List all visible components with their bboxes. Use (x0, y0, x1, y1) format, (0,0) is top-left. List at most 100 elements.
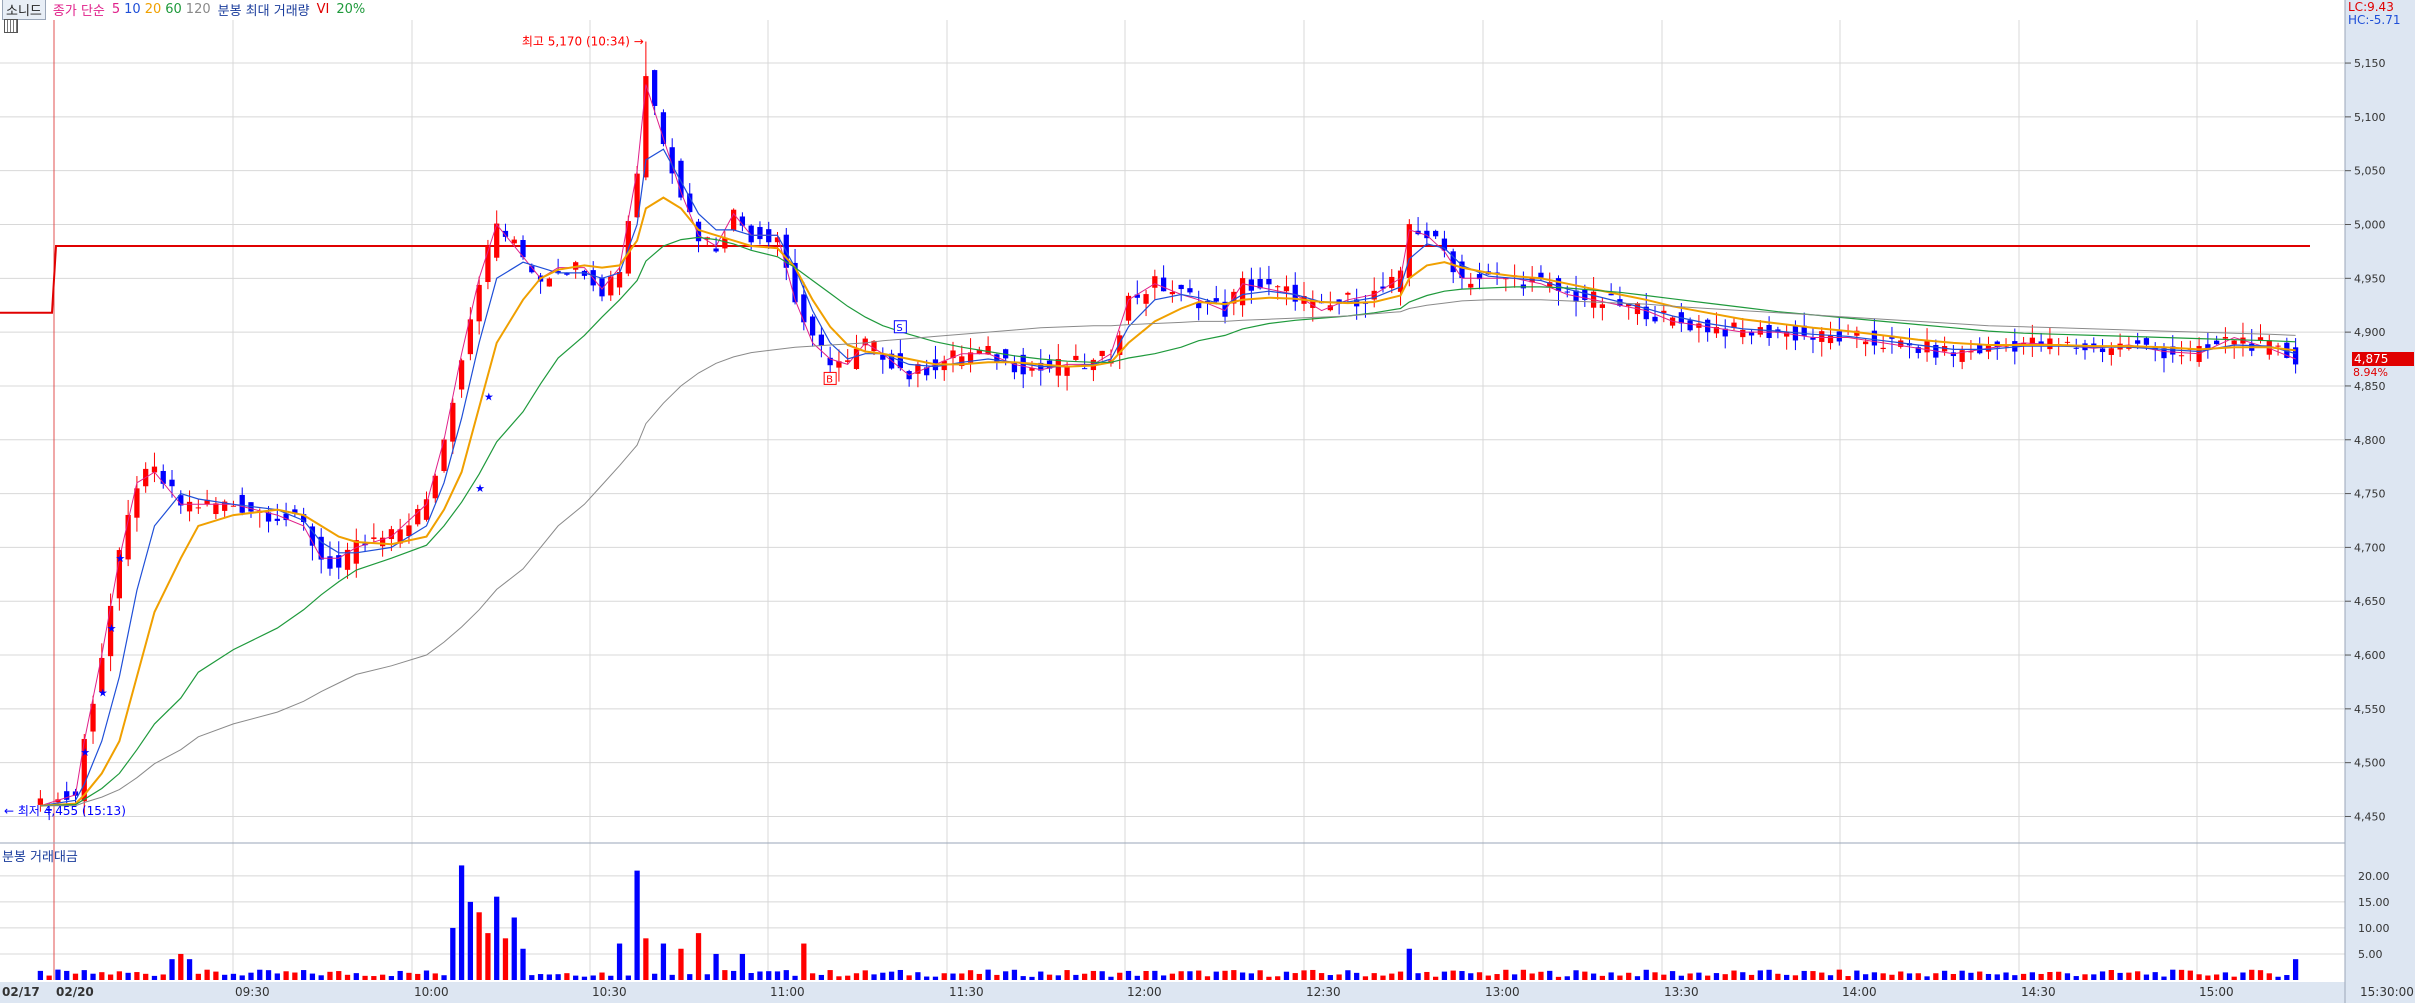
volume-bar (160, 974, 166, 980)
reference-lines (0, 245, 2310, 314)
volume-bar (1055, 975, 1061, 980)
settings-icon[interactable] (4, 19, 18, 33)
volume-bar (1547, 970, 1553, 980)
volume-bar (634, 870, 640, 980)
volume-bar (871, 974, 877, 980)
candle-body (1380, 286, 1386, 289)
volume-bar (546, 974, 552, 980)
volume-bar (1634, 976, 1641, 980)
time-tick-label: 12:30 (1306, 985, 1341, 999)
candle-body (195, 507, 201, 509)
volume-bar (1020, 976, 1026, 980)
volume-bar (1450, 970, 1456, 980)
candle-body (2205, 344, 2211, 349)
buy-marker-box (823, 371, 837, 385)
volume-bar (1073, 974, 1079, 980)
candle-body (880, 354, 886, 360)
volume-bar (265, 970, 272, 980)
buy-marker: B (826, 374, 833, 385)
candle-body (757, 226, 763, 240)
volume-bar (1187, 971, 1193, 980)
volume-bar (1283, 971, 1290, 980)
candle-body (213, 503, 219, 515)
signal-star: ★ (475, 482, 485, 495)
candle-body (1959, 350, 1965, 362)
price-tick-label: 4,900 (2354, 326, 2386, 339)
volume-bar (1968, 972, 1974, 980)
volume-bar (1748, 974, 1755, 980)
price-tick-label: 4,600 (2354, 649, 2386, 662)
candle-body (1643, 306, 1649, 320)
volume-bar (1178, 971, 1184, 980)
volume-bar (1538, 971, 1544, 980)
candle-body (134, 488, 140, 518)
volume-bar (1819, 972, 1825, 980)
volume-bar (1143, 970, 1149, 980)
volume-bar (169, 959, 175, 980)
volume-bar (1836, 969, 1842, 980)
candle-body (2064, 341, 2071, 343)
volume-bar (2047, 972, 2053, 980)
volume-bar (222, 974, 228, 980)
candle-body (90, 703, 96, 732)
volume-bar (1977, 971, 1983, 980)
volume-bar (1310, 969, 1316, 980)
candle-body (1117, 335, 1123, 355)
candle-body (450, 402, 456, 442)
candle-body (1441, 238, 1448, 251)
volume-bar (1880, 973, 1886, 980)
volume-bar (1959, 970, 1965, 980)
candle-body (178, 495, 184, 506)
volume-bar (2196, 974, 2202, 980)
candle-body (1371, 290, 1377, 300)
volume-tick-label: 15.00 (2358, 896, 2390, 909)
volume-bar (2126, 972, 2132, 980)
price-tick-label: 4,950 (2354, 272, 2386, 285)
volume-bar (1318, 973, 1325, 980)
price-tick-label: 5,150 (2354, 57, 2386, 70)
volume-bar (1731, 970, 1737, 980)
candle-body (1626, 303, 1632, 307)
candle-body (792, 262, 798, 303)
candle-body (2135, 340, 2141, 344)
volume-bar (1705, 975, 1711, 980)
volume-bar (1046, 974, 1053, 980)
bottom-axis-panel (0, 982, 2415, 1003)
volume-bar (1108, 976, 1114, 980)
sell-marker-box (893, 320, 907, 334)
volume-bar (809, 973, 816, 980)
volume-bar (344, 974, 351, 980)
volume-bar (99, 972, 105, 980)
candle-body (730, 209, 737, 231)
candle-body (1705, 319, 1711, 333)
volume-bar (573, 975, 579, 980)
volume-bar (2012, 975, 2018, 980)
candle-body (1213, 298, 1219, 302)
volume-bar (2214, 974, 2220, 980)
volume-bar (836, 976, 842, 980)
ma60-line (40, 236, 2296, 807)
volume-bar (1099, 971, 1105, 980)
price-tick-label: 4,550 (2354, 703, 2386, 716)
candle-body (2047, 338, 2053, 350)
volume-bar (1029, 976, 1035, 980)
candle-body (415, 509, 421, 525)
candle-body (2099, 348, 2106, 353)
candle-body (520, 240, 526, 258)
volume-legend: 분봉 거래대금 (2, 846, 78, 865)
volume-bar (2056, 971, 2062, 980)
candle-body (2029, 337, 2035, 346)
volume-tick-label: 10.00 (2358, 922, 2390, 935)
volume-bar (1520, 969, 1527, 980)
candle-body (494, 223, 500, 258)
volume-bar (1555, 976, 1562, 980)
candle-body (46, 809, 52, 811)
volume-bar (458, 865, 465, 980)
volume-bar (46, 975, 52, 980)
ma10-label: 10 (124, 1, 141, 17)
time-tick-label: 09:30 (235, 985, 270, 999)
candle-body (1740, 329, 1746, 338)
candle-body (1555, 278, 1562, 291)
candle-body (845, 360, 851, 362)
stock-name-box[interactable]: 소니드 (2, 0, 46, 20)
